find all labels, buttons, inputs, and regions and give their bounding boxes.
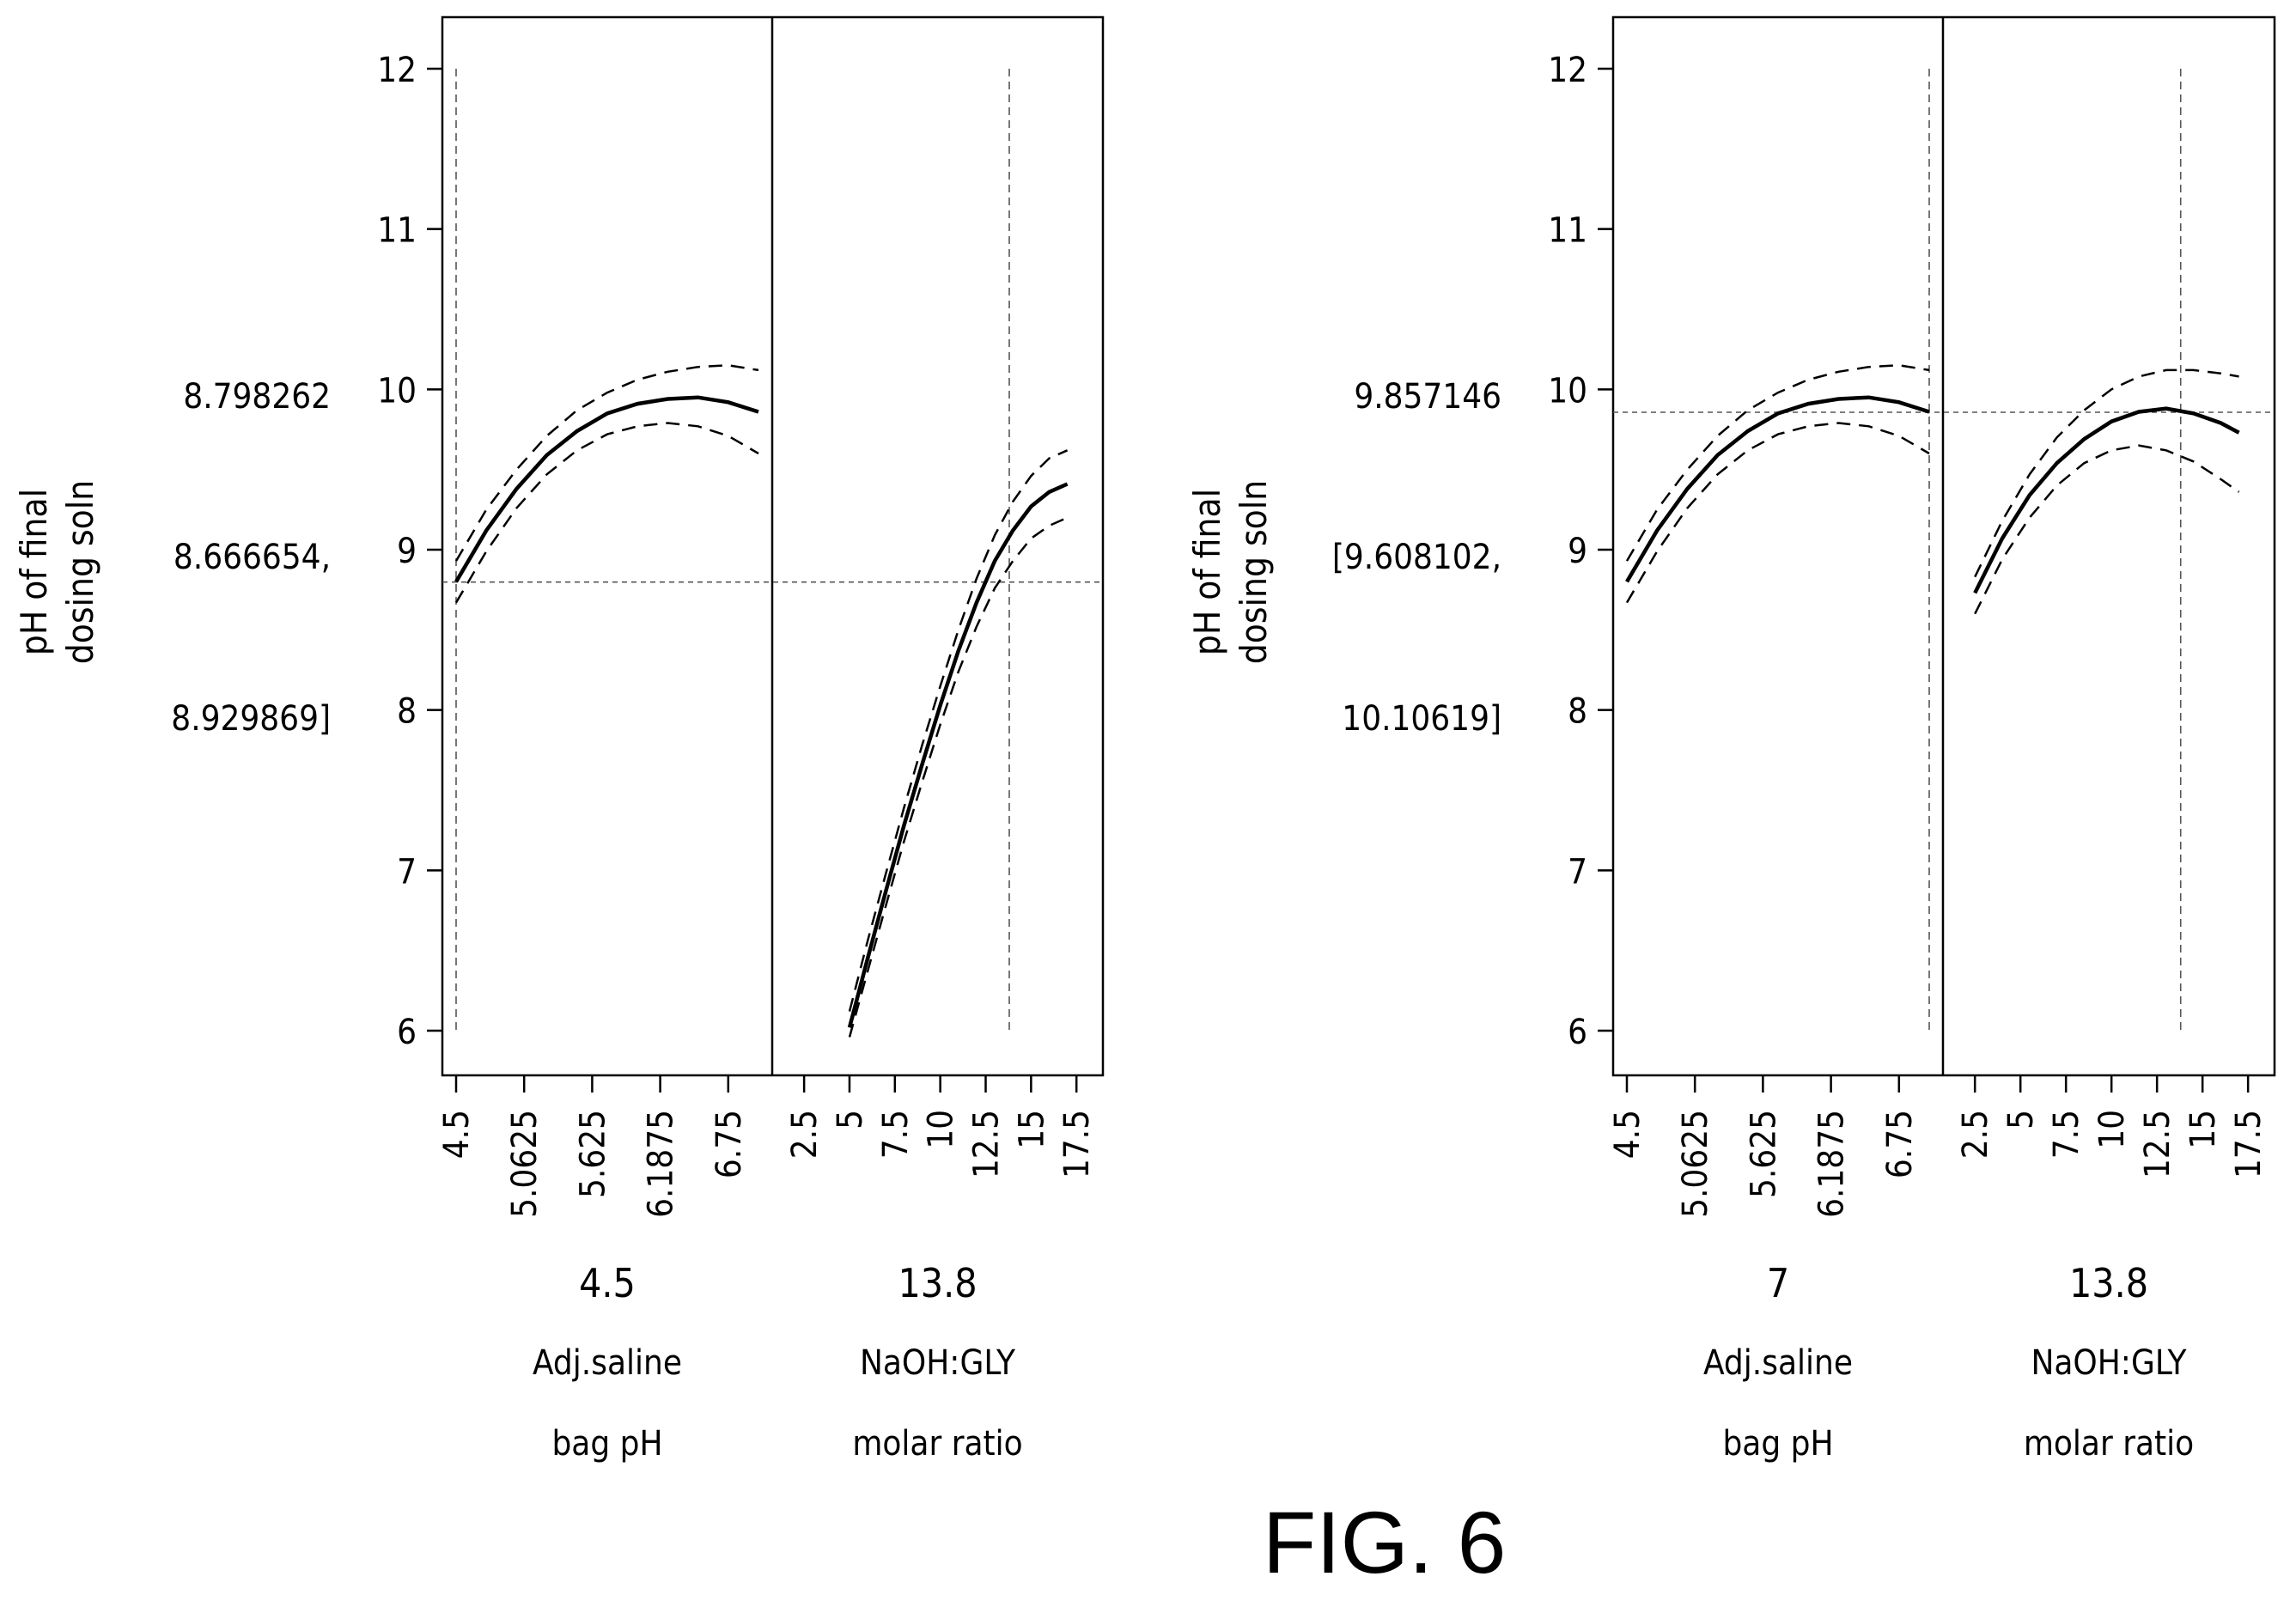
x-tick-label: 15 [2183,1110,2223,1149]
prediction-ci-low: 8.666654, [174,538,331,577]
factor-name: bag pH [1722,1424,1833,1464]
factor-name: Adj.saline [1703,1343,1853,1383]
factor-name: NaOH:GLY [860,1343,1016,1383]
x-tick-label: 4.5 [1608,1110,1647,1159]
x-tick-label: 7.5 [876,1110,916,1159]
y-tick-label: 9 [397,532,417,571]
y-tick-label: 6 [397,1013,417,1052]
x-tick-label: 4.5 [437,1110,477,1159]
prediction-ci-low: [9.608102, [1332,538,1501,577]
y-axis-label: dosing soln [1233,480,1275,665]
prediction-ci-high: 10.10619] [1342,699,1501,739]
ci-upper-curve [454,364,759,562]
ci-lower-curve [454,422,759,604]
x-tick-label: 5.625 [1744,1110,1783,1198]
x-tick-label: 5.625 [573,1110,612,1198]
ci-lower-curve [1625,422,1930,604]
prediction-value: 9.857146 [1354,377,1501,417]
y-tick-label: 10 [1548,371,1587,411]
y-tick-label: 7 [397,852,417,892]
y-tick-label: 8 [397,692,417,732]
ci-upper-curve [1625,364,1930,562]
factor-current-value: 7 [1767,1260,1789,1306]
figure-caption: FIG. 6 [1263,1494,1507,1592]
y-axis-label: pH of final [13,489,55,655]
factor-panel-2: 2.5 5 7.5 10 12.5 15 17.5 13.8 NaOH:GLY molar rat… [785,69,1097,1464]
ci-lower-curve [848,516,1069,1038]
factor-name: Adj.saline [533,1343,682,1383]
prediction-curve [847,482,1069,1028]
profiler-panel-2: 6 7 8 9 10 11 12 pH of final dosing soln 9.857146… [1186,15,2276,1464]
x-tick-label: 7.5 [2047,1110,2086,1159]
prediction-curve [1973,406,2240,594]
prediction-ci-high: 8.929869] [171,699,331,739]
y-tick-label: 9 [1568,532,1587,571]
x-tick-label: 5 [831,1110,870,1129]
factor-current-value: 4.5 [579,1260,636,1306]
ci-lower-curve [1974,444,2240,615]
factor-name: NaOH:GLY [2031,1343,2187,1383]
prediction-value: 8.798262 [183,377,331,417]
y-tick-label: 6 [1568,1013,1587,1052]
x-tick-label: 17.5 [1057,1110,1097,1178]
x-tick-label: 15 [1012,1110,1051,1149]
x-tick-label: 5.0625 [1676,1110,1715,1218]
x-tick-label: 10 [2092,1110,2132,1149]
factor-current-value: 13.8 [898,1260,977,1306]
x-tick-label: 12.5 [967,1110,1007,1178]
factor-name: molar ratio [2024,1424,2194,1464]
factor-panel-2: 2.5 5 7.5 10 12.5 15 17.5 13.8 NaOH:GLY molar rat… [1956,69,2269,1464]
ci-upper-curve [848,449,1069,1012]
x-tick-label: 6.75 [710,1110,749,1178]
factor-panel-1: 4.5 5.0625 5.625 6.1875 6.75 7 Adj.saline bag p… [1608,69,1930,1464]
y-tick-label: 12 [377,51,417,90]
y-tick-label: 10 [377,371,417,411]
x-tick-label: 6.75 [1880,1110,1920,1178]
factor-panel-1: 4.5 5.0625 5.625 6.1875 6.75 4.5 Adj.saline bag… [437,69,759,1464]
y-axis-label: dosing soln [59,480,101,665]
factor-name: molar ratio [852,1424,1022,1464]
y-tick-label: 8 [1568,692,1587,732]
y-axis-label: pH of final [1186,489,1228,655]
factor-name: bag pH [551,1424,662,1464]
x-tick-label: 12.5 [2138,1110,2177,1178]
factor-current-value: 13.8 [2069,1260,2148,1306]
y-tick-label: 12 [1548,51,1587,90]
prediction-curve [1625,395,1930,583]
x-tick-label: 5 [2001,1110,2041,1129]
y-tick-label: 11 [1548,211,1587,251]
x-tick-label: 17.5 [2229,1110,2269,1178]
x-tick-label: 6.1875 [642,1110,681,1218]
x-tick-label: 5.0625 [505,1110,545,1218]
profiler-panel-1: 6 7 8 9 10 11 12 pH of final dosing soln 8.798262… [13,15,1105,1464]
y-tick-label: 7 [1568,852,1587,892]
prediction-curve [454,395,759,583]
y-tick-label: 11 [377,211,417,251]
x-tick-label: 2.5 [785,1110,825,1159]
x-tick-label: 6.1875 [1812,1110,1852,1218]
ci-upper-curve [1974,368,2239,578]
x-tick-label: 2.5 [1956,1110,1995,1159]
x-tick-label: 10 [922,1110,961,1149]
